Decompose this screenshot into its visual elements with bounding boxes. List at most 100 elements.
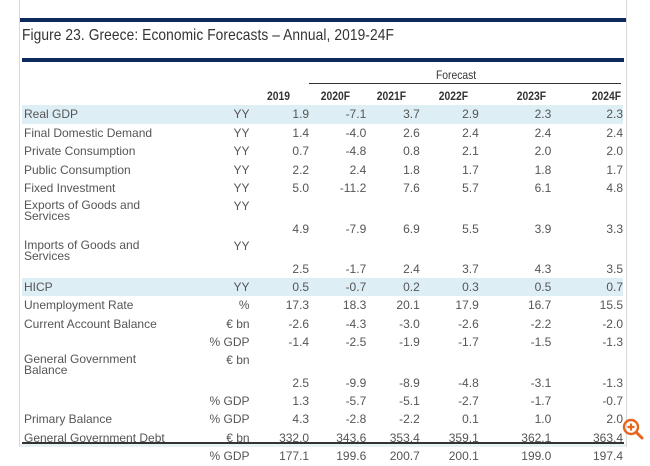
- cell-value: 1.7: [462, 162, 479, 177]
- cell-value: -5.7: [345, 393, 367, 408]
- table-row: Final Domestic Demand YY 1.4 -4.0 2.6 2.4 2.4 2…: [22, 124, 623, 143]
- row-unit: € bn: [226, 352, 250, 367]
- row-unit: YY: [165, 277, 256, 296]
- cell-value: -0.7: [309, 277, 367, 296]
- cell-value: -9.9: [345, 375, 367, 390]
- zoom-in-magnifier-icon[interactable]: [622, 418, 644, 440]
- cell-value: 17.3: [285, 298, 310, 313]
- cell-value: 4.9: [292, 221, 310, 236]
- cell-value: 2.3: [551, 105, 623, 124]
- cell-value: 197.4: [592, 449, 623, 464]
- bottom-rule: [22, 442, 624, 444]
- row-label: Final Domestic Demand: [24, 125, 153, 140]
- row-label: Current Account Balance: [24, 316, 157, 331]
- cell-value: 1.8: [403, 162, 420, 177]
- row-unit: YY: [165, 105, 256, 124]
- table-row: Imports of Goods and Services YY 2.5 -1.7 2.…: [22, 238, 623, 278]
- cell-value: -0.7: [602, 393, 623, 408]
- cell-value: -8.9: [399, 375, 420, 390]
- cell-value: -11.2: [339, 181, 367, 196]
- cell-value: 2.5: [292, 375, 310, 390]
- cell-value: 2.1: [462, 144, 479, 159]
- row-label: [22, 392, 166, 411]
- cell-value: 2.4: [403, 261, 420, 276]
- cell-value: -2.6: [288, 316, 310, 331]
- row-label: Fixed Investment: [24, 181, 116, 196]
- cell-value: 2.0: [606, 412, 623, 427]
- cell-value: -1.7: [345, 261, 367, 276]
- row-unit: % GDP: [209, 449, 250, 464]
- row-label: [22, 447, 166, 466]
- cell-value: -1.3: [602, 375, 623, 390]
- column-header: 2023F: [516, 89, 546, 103]
- figure-title: Figure 23. Greece: Economic Forecasts – …: [22, 27, 394, 44]
- cell-value: 332.0: [279, 430, 310, 445]
- row-label: Imports of Goods and Services: [24, 237, 140, 263]
- cell-value: -1.4: [288, 335, 310, 350]
- cell-value: 0.3: [419, 277, 479, 296]
- cell-value: -2.7: [458, 393, 479, 408]
- table-row: Fixed Investment YY 5.0 -11.2 7.6 5.7 6.1 4.8: [22, 179, 623, 198]
- table-row: % GDP 177.1 199.6 200.7 200.1 199.0 197.4: [22, 447, 623, 466]
- cell-value: 2.4: [534, 125, 552, 140]
- row-unit: YY: [233, 198, 250, 213]
- cell-value: -2.8: [345, 412, 367, 427]
- table-row: Exports of Goods and Services YY 4.9 -7.9 6.…: [22, 198, 623, 238]
- cell-value: 4.3: [534, 261, 552, 276]
- bottom-strip: [20, 444, 626, 447]
- cell-value: 2.3: [478, 105, 552, 124]
- cell-value: 0.1: [462, 412, 479, 427]
- cell-value: 2.6: [403, 125, 420, 140]
- row-unit: € bn: [226, 316, 250, 331]
- cell-value: -2.2: [530, 316, 552, 331]
- cell-value: 0.7: [292, 144, 310, 159]
- row-unit: YY: [233, 181, 250, 196]
- cell-value: -7.1: [309, 105, 367, 124]
- row-label: [22, 333, 166, 352]
- cell-value: 2.4: [606, 125, 623, 140]
- cell-value: 5.7: [462, 181, 479, 196]
- cell-value: -2.5: [345, 335, 367, 350]
- cell-value: 3.9: [534, 221, 552, 236]
- cell-value: 343.6: [336, 430, 367, 445]
- cell-value: 2.5: [292, 261, 310, 276]
- cell-value: 6.9: [403, 221, 420, 236]
- table-row: Real GDP YY 1.9 -7.1 3.7 2.9 2.3 2.3: [22, 105, 623, 124]
- cell-value: -3.0: [399, 316, 420, 331]
- cell-value: 3.7: [462, 261, 479, 276]
- cell-value: 4.8: [606, 181, 623, 196]
- cell-value: -1.7: [530, 393, 552, 408]
- row-unit: % GDP: [209, 335, 250, 350]
- row-label: General Government Balance: [24, 351, 137, 377]
- cell-value: 2.0: [606, 144, 623, 159]
- cell-value: -7.9: [345, 221, 367, 236]
- row-unit: % GDP: [209, 412, 250, 427]
- table-row: Current Account Balance € bn -2.6 -4.3 -3.0 -…: [22, 315, 623, 334]
- cell-value: 2.4: [349, 162, 367, 177]
- cell-value: -2.6: [458, 316, 479, 331]
- table-row: Private Consumption YY 0.7 -4.8 0.8 2.1 2.0 2.0: [22, 142, 623, 161]
- forecast-underline: [309, 83, 621, 84]
- column-header: 2022F: [438, 89, 468, 103]
- cell-value: 2.2: [292, 162, 310, 177]
- cell-value: 7.6: [403, 181, 420, 196]
- cell-value: 5.5: [462, 221, 479, 236]
- row-unit: YY: [233, 125, 250, 140]
- cell-value: 1.9: [255, 105, 310, 124]
- table-row: General Government Debt € bn 332.0 343.6 353…: [22, 429, 623, 448]
- row-unit: %: [238, 298, 250, 313]
- cell-value: 1.7: [606, 162, 623, 177]
- cell-value: 5.0: [292, 181, 310, 196]
- cell-value: 15.5: [599, 298, 623, 313]
- column-header: 2024F: [591, 89, 621, 103]
- cell-value: 20.1: [396, 298, 420, 313]
- cell-value: 18.3: [342, 298, 367, 313]
- figure-frame: [19, 0, 627, 447]
- cell-value: 199.6: [336, 449, 367, 464]
- table-row: % GDP -1.4 -2.5 -1.9 -1.7 -1.5 -1.3: [22, 333, 623, 352]
- cell-value: 177.1: [279, 449, 310, 464]
- table-row: % GDP 1.3 -5.7 -5.1 -2.7 -1.7 -0.7: [22, 392, 623, 411]
- row-label: Public Consumption: [24, 162, 131, 177]
- cell-value: -2.0: [602, 316, 623, 331]
- cell-value: 2.9: [419, 105, 479, 124]
